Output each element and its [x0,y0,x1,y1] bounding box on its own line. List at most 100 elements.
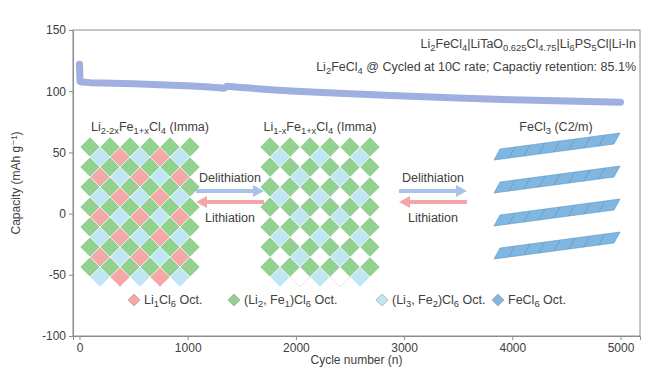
tick-mark [188,336,189,340]
legend-marker [376,294,388,306]
chart: 0 1000 2000 3000 4000 5000 -100 -50 0 50 100 150 Cyc… [0,0,663,369]
arrow-shaft [399,189,459,193]
octahedron [599,232,620,245]
legend-label: FeCl6 Oct. [508,293,566,309]
structure-label: Li1-xFe1+xCl4 (Imma) [264,120,377,136]
tick-mark [621,336,622,340]
annotation: Li2FeCl4|LiTaO0.625Cl4.75|Li6PS5Cl|Li-In [421,37,636,53]
tick: 1000 [175,336,202,355]
tick-label: 1000 [175,341,202,355]
tick: 0 [59,207,73,221]
arrow [196,185,264,197]
octahedron [360,137,380,157]
transition-label: Delithiation [199,171,261,185]
octahedron [360,237,380,257]
tick-mark [69,30,73,31]
tick-label: -100 [42,329,66,343]
tick-label: 5000 [608,341,635,355]
arrow-head [399,196,410,208]
tick: 2000 [283,336,310,355]
tick: 0 [77,336,84,355]
axis-line [74,337,641,341]
axis-line [69,31,74,337]
legend-item: FeCl6 Oct. [492,293,566,309]
y-axis-title: Capacity (mAh g⁻¹) [9,131,23,234]
tick: 50 [53,146,73,160]
octahedron [599,199,620,212]
tick-label: -50 [49,268,67,282]
structures [80,133,620,287]
tick: 100 [46,85,73,99]
tick-label: 50 [53,146,67,160]
legend-label: (Li3, Fe2)Cl6 Oct. [392,293,485,309]
tick-mark [69,275,73,276]
structure-diagram [80,137,200,287]
octahedron [180,237,200,257]
arrow [196,196,264,208]
tick-mark [69,91,73,92]
tick-mark [404,336,405,340]
tick-mark [69,214,73,215]
legend-label: Li1Cl6 Oct. [144,293,202,309]
arrow-head [253,185,264,197]
transition-label: Delithiation [402,171,464,185]
octahedron [180,197,200,217]
tick-mark [512,336,513,340]
plot-frame [73,30,640,336]
legend-label: (Li2, Fe1)Cl6 Oct. [244,293,337,309]
y-axis: -100 -50 0 50 100 150 [42,23,74,343]
legend-marker [228,294,240,306]
arrow-shaft [196,189,256,193]
structure-diagram [260,137,380,287]
arrow-shaft [204,200,264,204]
octahedron [360,217,380,237]
tick-label: 150 [46,23,66,37]
octahedron [360,257,380,277]
legend-marker [128,294,140,306]
legend-item: (Li2, Fe1)Cl6 Oct. [228,293,337,309]
tick-mark [79,336,80,340]
transition-label: Lithiation [408,211,458,225]
octahedron [360,197,380,217]
annotation: Li2FeCl4 @ Cycled at 10C rate; Capactiy … [316,60,636,76]
legend-item: Li1Cl6 Oct. [128,293,202,309]
octahedron [360,157,380,177]
tick: 3000 [391,336,418,355]
octahedron [180,257,200,277]
structure-layer [494,166,620,193]
tick-label: 4000 [499,341,526,355]
x-axis: 0 1000 2000 3000 4000 5000 [74,336,641,355]
arrow-head [196,196,207,208]
tick-label: 100 [46,85,66,99]
legend-marker [492,294,504,306]
tick-mark [296,336,297,340]
octahedron [599,133,620,146]
structure-layer [494,133,620,160]
tick-label: 0 [77,341,84,355]
octahedron [360,177,380,197]
tick-mark [69,152,73,153]
structure-label: Li2-2xFe1+xCl4 (Imma) [91,120,209,136]
tick: 150 [46,23,73,37]
arrow [399,196,467,208]
tick-label: 2000 [283,341,310,355]
arrow-shaft [407,200,467,204]
octahedron [599,166,620,179]
transition-label: Lithiation [205,211,255,225]
x-axis-title: Cycle number (n) [310,353,402,367]
tick-mark [69,336,73,337]
arrow-head [456,185,467,197]
octahedron [180,137,200,157]
arrow [399,185,467,197]
octahedron [180,177,200,197]
tick: 5000 [608,336,635,355]
tick-label: 0 [59,207,66,221]
structure-layer [494,199,620,226]
tick: -100 [42,329,73,343]
tick: 4000 [499,336,526,355]
structure-layer [494,232,620,259]
legend-item: (Li3, Fe2)Cl6 Oct. [376,293,485,309]
tick: -50 [49,268,73,282]
structure-label: FeCl3 (C2/m) [519,120,592,136]
octahedron [180,157,200,177]
